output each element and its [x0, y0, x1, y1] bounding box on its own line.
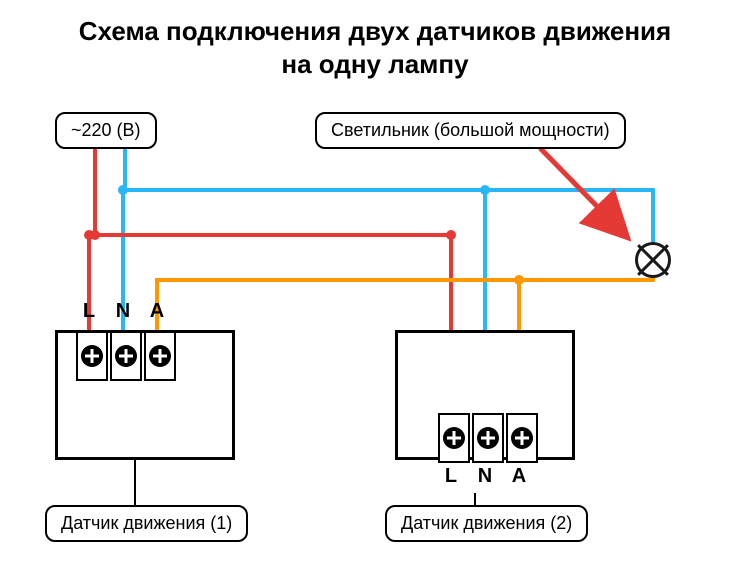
power-label: ~220 (В) [55, 112, 157, 149]
sensor2-terminal-A [506, 413, 538, 463]
sensor2-box [395, 330, 575, 460]
s2-label-L: L [435, 465, 467, 488]
wires-svg [0, 90, 750, 563]
lamp-icon [635, 242, 671, 278]
lamp-label: Светильник (большой мощности) [315, 112, 626, 149]
s2-label-N: N [469, 465, 501, 488]
diagram-title: Схема подключения двух датчиков движения… [0, 0, 750, 85]
sensor2-label: Датчик движения (2) [385, 505, 588, 542]
connector-stubs [0, 90, 750, 563]
s1-label-N: N [107, 300, 139, 323]
sensor1-terminal-A [144, 331, 176, 381]
sensor1-terminal-N [110, 331, 142, 381]
sensor2-terminal-N [472, 413, 504, 463]
s1-label-A: A [141, 300, 173, 323]
sensor1-terminal-L [76, 331, 108, 381]
sensor2-terminal-L [438, 413, 470, 463]
title-line2: на одну лампу [20, 48, 730, 81]
s1-label-L: L [73, 300, 105, 323]
sensor1-box [55, 330, 235, 460]
wiring-diagram: ~220 (В) Светильник (большой мощности) L… [0, 90, 750, 563]
sensor1-label: Датчик движения (1) [45, 505, 248, 542]
s2-label-A: A [503, 465, 535, 488]
title-line1: Схема подключения двух датчиков движения [20, 15, 730, 48]
